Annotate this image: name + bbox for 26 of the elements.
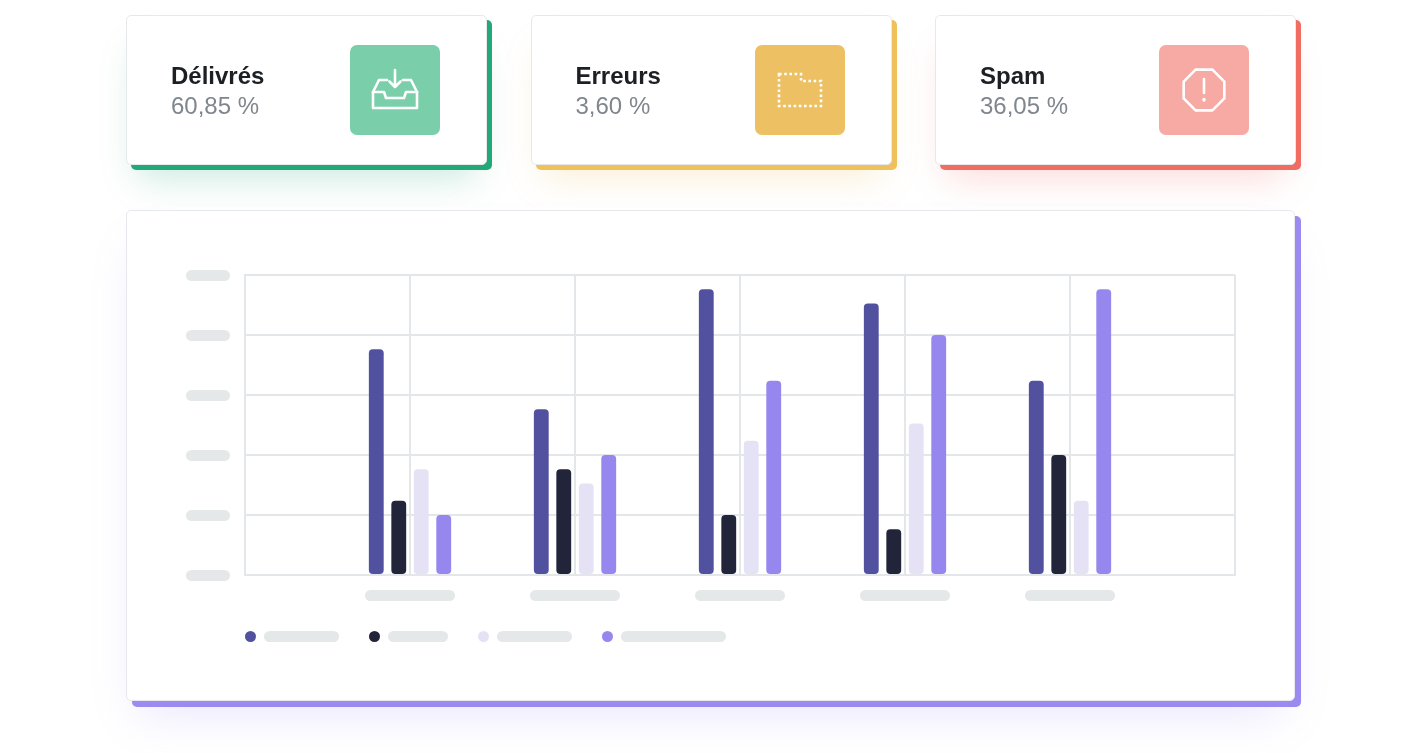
text: Erreurs [575, 62, 661, 90]
bar [1073, 500, 1089, 574]
bar [766, 380, 782, 574]
text: 60,85 % [171, 92, 260, 120]
bar [863, 303, 879, 574]
bar [1028, 380, 1044, 574]
text: Spam [980, 62, 1046, 90]
bar [368, 349, 384, 574]
text: Délivrés [171, 62, 265, 90]
bar [578, 483, 594, 574]
bar [1051, 455, 1067, 574]
bar [908, 423, 924, 574]
text: 3,60 % [575, 92, 651, 120]
bar [931, 335, 947, 574]
bar [556, 469, 572, 574]
bar [721, 515, 737, 574]
bar [391, 500, 407, 574]
bar [413, 469, 429, 574]
bar [698, 289, 714, 574]
bar [886, 529, 902, 574]
bar [601, 455, 617, 574]
bar [533, 409, 549, 574]
text: 36,05 % [980, 92, 1069, 120]
bar [1096, 289, 1112, 574]
bar [743, 440, 759, 574]
bar [436, 515, 452, 574]
